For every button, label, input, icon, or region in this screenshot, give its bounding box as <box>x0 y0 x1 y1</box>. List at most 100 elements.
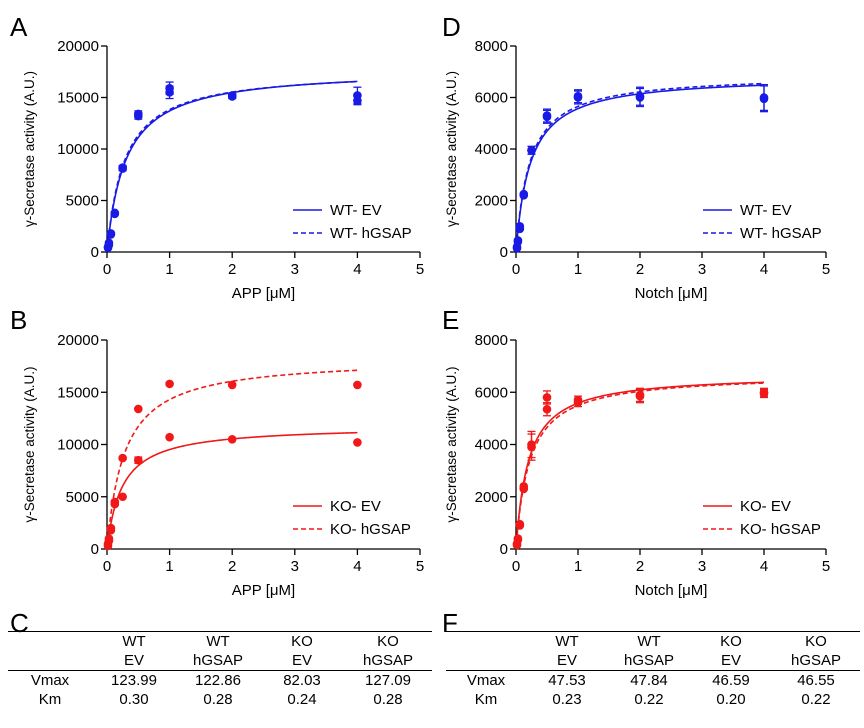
x-tick-label: 3 <box>291 558 299 575</box>
y-tick-label: 6000 <box>475 384 508 401</box>
x-tick-label: 1 <box>165 261 173 278</box>
table-cell: 0.28 <box>203 691 233 708</box>
x-tick-label: 0 <box>512 558 520 575</box>
column-condition: hGSAP <box>344 651 432 671</box>
column-condition: hGSAP <box>772 651 860 671</box>
y-axis-label: γ-Secretase activity (A.U.) <box>22 71 37 227</box>
legend-label: KO- EV <box>330 498 381 515</box>
chart-panel-D: 0 2000 4000 6000 8000 0 1 2 3 4 5 γ-Secretase activ… <box>444 38 830 302</box>
data-point <box>513 534 523 543</box>
legend-label: KO- hGSAP <box>330 521 411 538</box>
data-point <box>134 109 143 119</box>
table-row: Km 0.23 0.22 0.20 0.22 <box>446 690 860 709</box>
x-tick-label: 3 <box>698 261 706 278</box>
y-tick-label: 0 <box>91 541 99 558</box>
chart-panel-E: 0 2000 4000 6000 8000 0 1 2 3 4 5 γ-Secretase activ… <box>444 332 830 599</box>
data-point <box>635 390 645 400</box>
data-point <box>515 221 525 231</box>
chart-panel-A: 0 5000 10000 15000 20000 0 1 2 3 4 5 γ-Secretase ac… <box>22 38 424 302</box>
legend-label: WT- hGSAP <box>330 225 412 242</box>
fit-curve-solid <box>515 381 765 545</box>
x-axis-label: Notch [μM] <box>635 582 708 599</box>
y-tick-label: 15000 <box>57 384 99 401</box>
data-point <box>118 163 127 172</box>
y-tick-label: 20000 <box>57 332 99 349</box>
panel-letter-A: A <box>10 12 28 42</box>
data-point <box>227 91 237 100</box>
table-cell: 82.03 <box>283 672 321 689</box>
table-cell: 0.20 <box>716 691 746 708</box>
table-cell: 0.22 <box>801 691 831 708</box>
table-corner <box>8 631 92 651</box>
data-point <box>134 404 143 414</box>
table-cell: 46.59 <box>712 672 750 689</box>
fit-curve-dashed <box>515 82 765 249</box>
data-point <box>106 523 116 533</box>
data-point <box>635 91 645 101</box>
y-tick-label: 8000 <box>475 332 508 349</box>
column-genotype: KO <box>260 631 344 651</box>
table-header-row-2: EV hGSAP EV hGSAP <box>446 651 860 671</box>
y-tick-label: 4000 <box>475 141 508 158</box>
fit-curve-solid <box>106 80 358 250</box>
y-axis-label: γ-Secretase activity (A.U.) <box>444 71 459 227</box>
y-axis-label: γ-Secretase activity (A.U.) <box>22 366 37 522</box>
x-tick-label: 1 <box>574 558 582 575</box>
data-point <box>513 236 523 245</box>
x-tick-label: 4 <box>353 261 361 278</box>
row-label: Vmax <box>30 672 70 689</box>
column-genotype: KO <box>690 631 772 651</box>
y-tick-label: 4000 <box>475 437 508 454</box>
legend-label: WT- EV <box>330 202 382 219</box>
x-tick-label: 5 <box>416 261 424 278</box>
data-point <box>759 93 769 102</box>
table-corner <box>8 651 92 671</box>
kinetics-table-wt-ko-notch: WT WT KO KO EV hGSAP EV hGSAP Vmax 47.53… <box>446 631 860 709</box>
table-cell: 0.22 <box>634 691 664 708</box>
table-header-row-2: EV hGSAP EV hGSAP <box>8 651 432 671</box>
data-point <box>165 83 174 93</box>
table-corner <box>446 631 526 651</box>
legend-label: WT- hGSAP <box>740 225 822 242</box>
panel-letter-E: E <box>442 305 460 335</box>
legend-label: KO- hGSAP <box>740 521 821 538</box>
data-point <box>759 389 769 398</box>
x-tick-label: 2 <box>228 261 236 278</box>
data-point <box>573 395 583 405</box>
data-point <box>104 238 114 248</box>
table-cell: 46.55 <box>797 672 835 689</box>
data-point <box>353 380 362 390</box>
fit-curve-solid <box>515 84 765 249</box>
x-axis-label: Notch [μM] <box>635 285 708 302</box>
y-tick-label: 10000 <box>57 141 99 158</box>
data-point <box>542 393 552 402</box>
column-genotype: WT <box>526 631 608 651</box>
data-point <box>542 404 552 414</box>
x-tick-label: 2 <box>636 558 644 575</box>
table-cell: 47.53 <box>548 672 586 689</box>
y-tick-label: 8000 <box>475 38 508 55</box>
column-genotype: WT <box>608 631 690 651</box>
y-tick-label: 2000 <box>475 489 508 506</box>
data-point <box>519 482 529 491</box>
x-tick-label: 1 <box>165 558 173 575</box>
y-tick-label: 2000 <box>475 193 508 210</box>
y-tick-label: 0 <box>500 244 508 261</box>
data-point <box>227 380 237 390</box>
data-point <box>106 229 116 238</box>
table-cell: 0.23 <box>552 691 582 708</box>
column-condition: EV <box>92 651 176 671</box>
y-tick-label: 5000 <box>66 489 99 506</box>
data-point <box>165 379 174 389</box>
table-header-row-1: WT WT KO KO <box>8 631 432 651</box>
y-tick-label: 10000 <box>57 437 99 454</box>
x-tick-label: 5 <box>416 558 424 575</box>
x-tick-label: 3 <box>291 261 299 278</box>
data-point <box>134 455 143 465</box>
data-point <box>527 440 536 449</box>
data-point <box>519 189 529 199</box>
row-label: Km <box>474 691 498 708</box>
table-corner <box>446 651 526 671</box>
data-point <box>353 91 362 100</box>
